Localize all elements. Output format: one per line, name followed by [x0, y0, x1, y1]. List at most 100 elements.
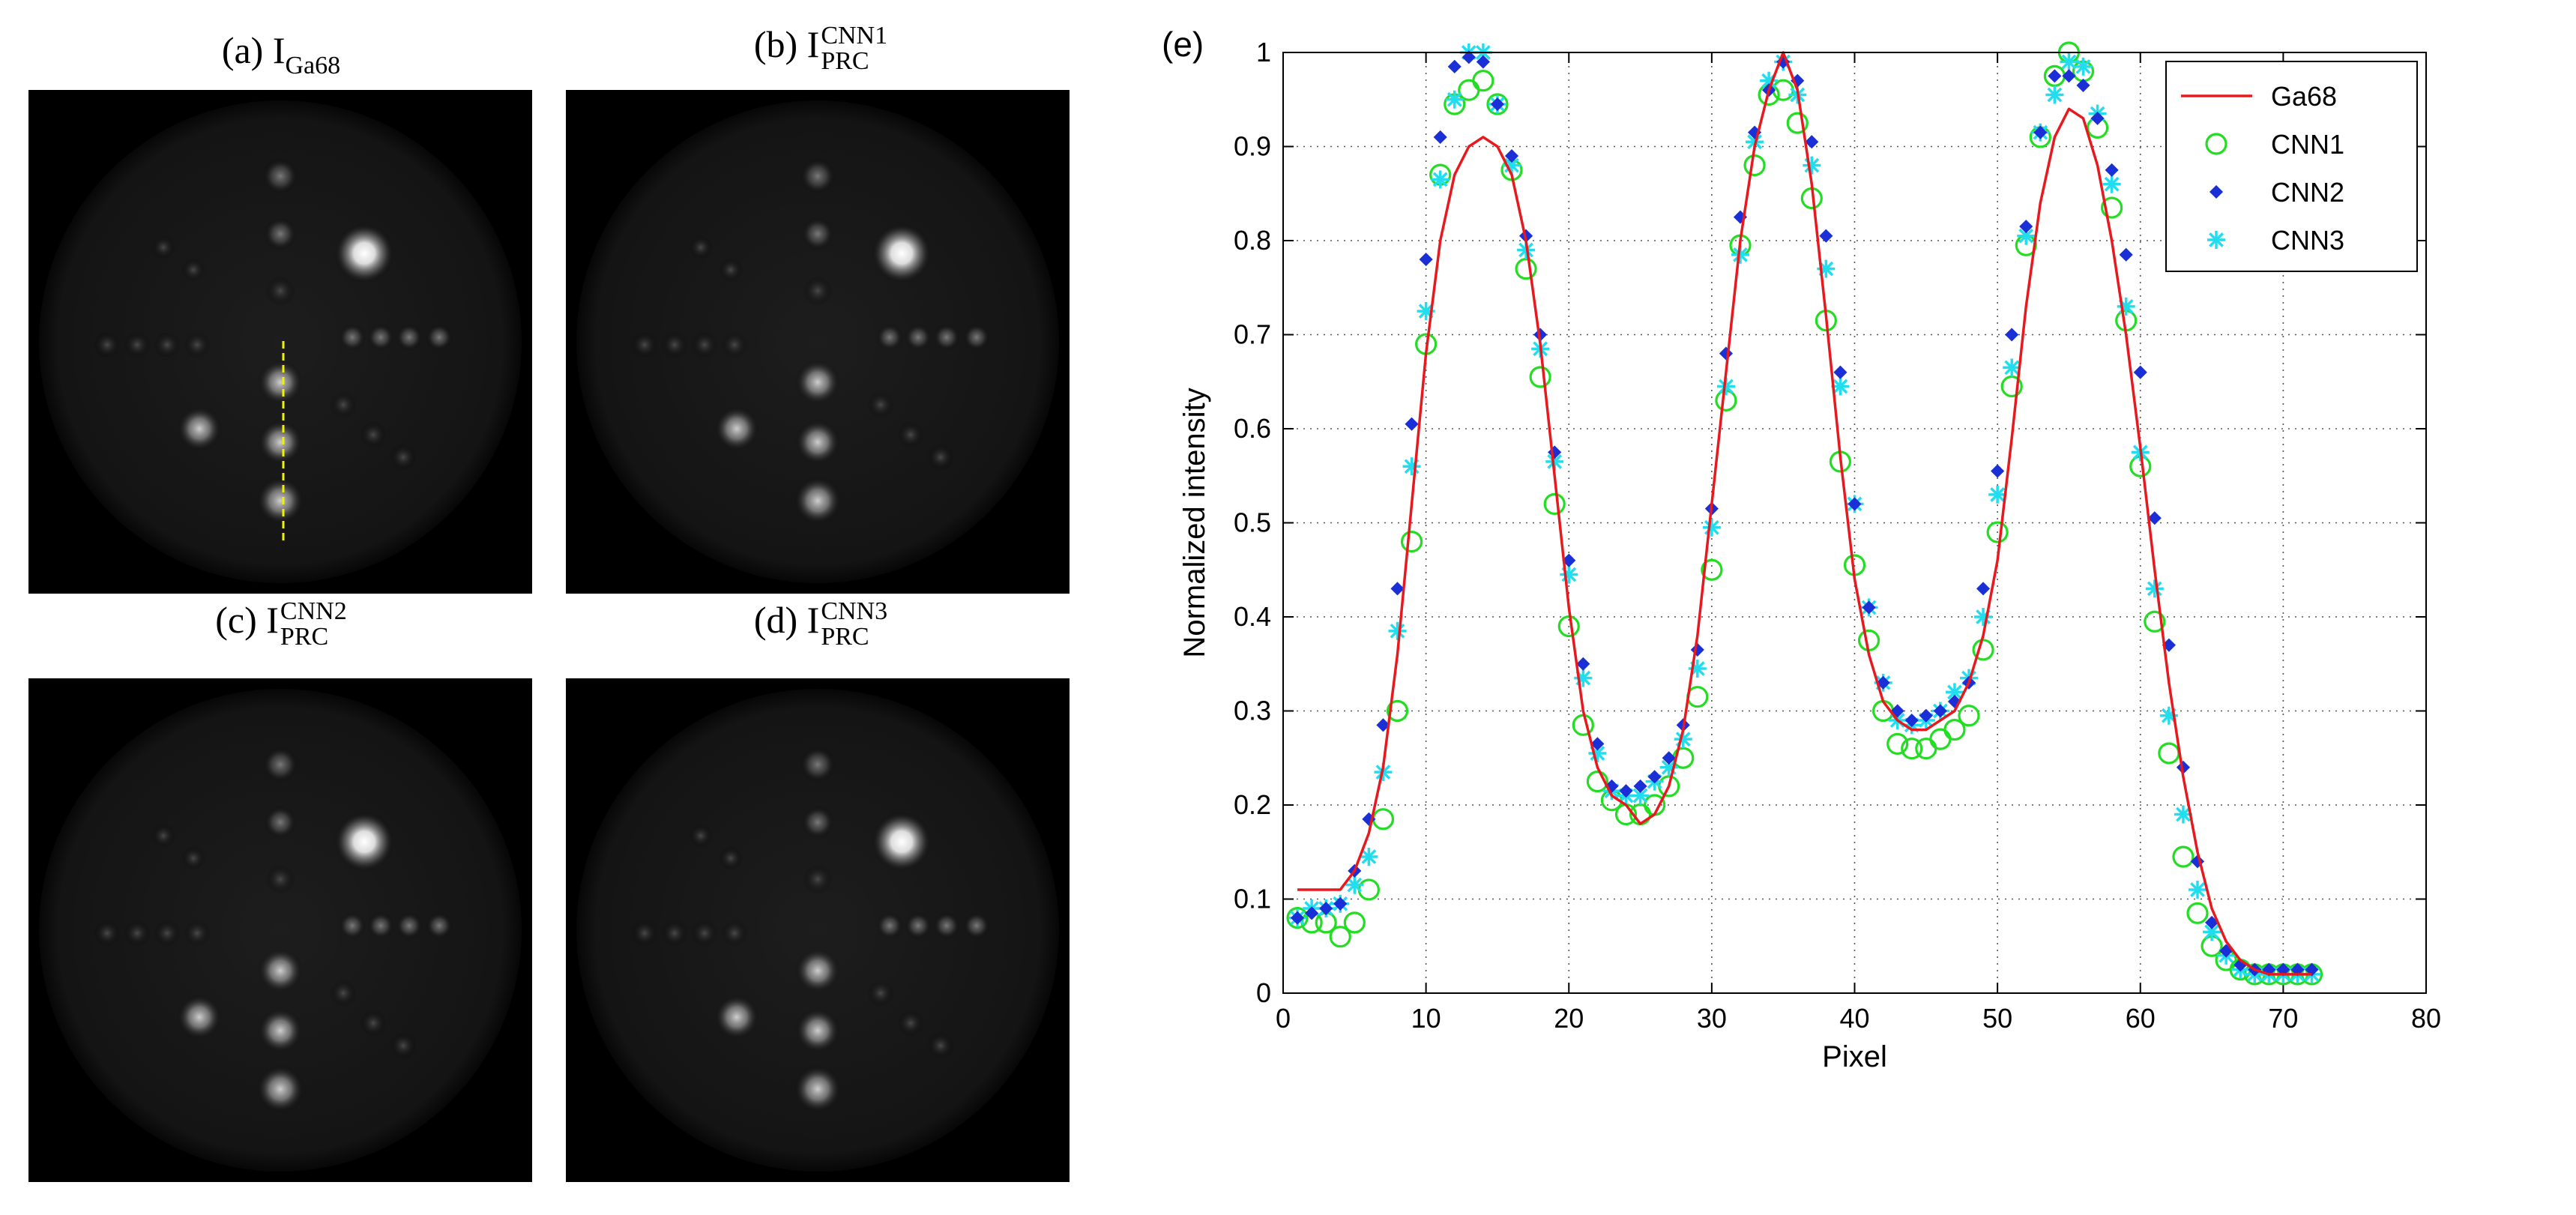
x-tick-label: 20 [1554, 1003, 1584, 1034]
data-point-cnn2 [1305, 906, 1319, 920]
data-point-cnn3 [2003, 358, 2021, 377]
y-tick-label: 0.2 [1234, 789, 1271, 820]
x-tick-label: 10 [1411, 1003, 1441, 1034]
data-point-cnn3-stroke [1432, 172, 1448, 187]
data-point-cnn3-stroke [2190, 882, 2205, 897]
data-point-cnn2 [1562, 553, 1576, 567]
panel-c-prefix: (c) I [215, 599, 279, 641]
data-point-cnn1 [1743, 154, 1766, 177]
data-point-cnn3-stroke [1632, 788, 1648, 804]
data-point-cnn3-stroke [1347, 877, 1363, 893]
data-point-cnn2 [2062, 69, 2076, 83]
data-point-cnn1 [1286, 906, 1309, 929]
data-point-cnn3-stroke [2061, 54, 2077, 70]
phantom-image-d [576, 689, 1059, 1172]
legend-label-ga68: Ga68 [2271, 81, 2337, 112]
data-point-cnn3 [1445, 90, 1464, 109]
data-point-cnn3 [2189, 880, 2207, 899]
series-cnn2 [1291, 50, 2319, 977]
data-point-cnn3-stroke [1661, 759, 1677, 775]
data-point-cnn2 [1433, 130, 1447, 145]
data-point-cnn2 [1333, 896, 1348, 911]
data-point-cnn2 [2105, 163, 2119, 177]
y-tick-label: 0.1 [1234, 884, 1271, 914]
data-point-cnn1 [1943, 718, 1966, 741]
phantom-image-b [576, 100, 1059, 583]
legend-swatch-cnn3-stroke [2209, 232, 2224, 247]
data-point-cnn2 [2048, 69, 2062, 83]
panel-a-prefix: (a) I [221, 29, 286, 71]
data-point-cnn3 [1402, 457, 1421, 476]
legend-label-cnn1: CNN1 [2271, 129, 2344, 160]
y-tick-label: 0.3 [1234, 696, 1271, 726]
chart-panel-label: (e) [1162, 25, 1204, 64]
data-point-cnn2 [1647, 770, 1662, 784]
data-point-cnn2 [1991, 464, 2005, 478]
data-point-cnn1 [2172, 845, 2195, 868]
x-tick-label: 0 [1276, 1003, 1291, 1034]
panel-c-superscript: CNN2 [280, 597, 347, 625]
data-point-cnn1 [1329, 926, 1351, 948]
data-point-cnn2 [2119, 247, 2133, 262]
y-tick-label: 0.8 [1234, 225, 1271, 256]
data-point-cnn2 [1462, 50, 1476, 64]
data-point-cnn2 [1576, 657, 1590, 671]
x-tick-label: 70 [2268, 1003, 2298, 1034]
data-point-cnn1 [1786, 112, 1809, 134]
data-point-cnn1 [1458, 79, 1480, 101]
y-tick-label: 1 [1256, 37, 1271, 67]
data-point-cnn3-stroke [2104, 176, 2120, 192]
data-point-cnn2 [1419, 253, 1433, 267]
data-point-cnn3-stroke [1418, 304, 1434, 319]
data-point-cnn2 [1619, 784, 1633, 798]
data-point-cnn2 [1490, 97, 1504, 112]
data-point-cnn3-stroke [2018, 228, 2034, 244]
data-point-cnn3 [1702, 518, 1721, 537]
data-point-cnn1 [2158, 742, 2180, 765]
data-point-cnn2 [2005, 328, 2019, 342]
chart-legend: Ga68 CNN1 CNN2 CNN3 [2165, 61, 2418, 272]
data-point-cnn3-stroke [1733, 247, 1748, 262]
data-point-cnn2 [2019, 220, 2033, 234]
x-axis-label: Pixel [1822, 1040, 1887, 1073]
data-point-cnn1 [1857, 629, 1880, 651]
data-point-cnn1 [2000, 375, 2023, 398]
data-point-cnn2 [1690, 642, 1704, 657]
data-point-cnn3 [1431, 170, 1450, 189]
data-point-cnn1 [1915, 738, 1937, 760]
data-point-cnn3 [1345, 875, 1364, 894]
data-point-cnn2 [2076, 78, 2090, 92]
legend-swatch-cnn3 [2207, 231, 2225, 249]
panel-d-subscript: PRC [821, 622, 869, 651]
series-line-ga68 [1297, 51, 2312, 976]
y-tick-label: 0.5 [1234, 507, 1271, 538]
data-point-cnn3-stroke [1547, 454, 1563, 469]
data-point-cnn2 [1319, 901, 1333, 916]
data-point-cnn3-stroke [2004, 360, 2020, 376]
data-point-cnn2 [1633, 779, 1647, 793]
data-point-cnn3-stroke [1447, 91, 1462, 107]
data-point-cnn2 [2090, 111, 2105, 125]
data-point-cnn2 [1291, 911, 1305, 925]
data-point-cnn1 [1529, 366, 1551, 388]
data-point-cnn2 [1876, 675, 1890, 690]
legend-label-cnn3: CNN3 [2271, 225, 2344, 256]
panel-d-superscript: CNN3 [821, 597, 888, 625]
panel-a-title: (a) IGa68 [187, 28, 375, 79]
data-point-cnn3-stroke [1990, 486, 2006, 502]
data-point-cnn3-stroke [1504, 157, 1519, 173]
data-point-cnn2 [1504, 148, 1519, 163]
y-tick-label: 0.6 [1234, 413, 1271, 444]
image-panel-c [28, 678, 532, 1182]
data-point-cnn1 [2144, 610, 2166, 633]
data-point-cnn2 [1662, 751, 1676, 765]
panel-b-prefix: (b) I [753, 23, 820, 65]
data-point-cnn3 [1388, 621, 1407, 640]
panel-b-superscript: CNN1 [821, 21, 888, 49]
panel-c-subscript: PRC [280, 622, 329, 651]
data-point-cnn1 [2101, 196, 2123, 219]
data-point-cnn2 [2133, 365, 2147, 379]
x-tick-label: 60 [2126, 1003, 2156, 1034]
data-point-cnn1 [1701, 558, 1723, 581]
data-point-cnn3-stroke [1719, 379, 1734, 394]
